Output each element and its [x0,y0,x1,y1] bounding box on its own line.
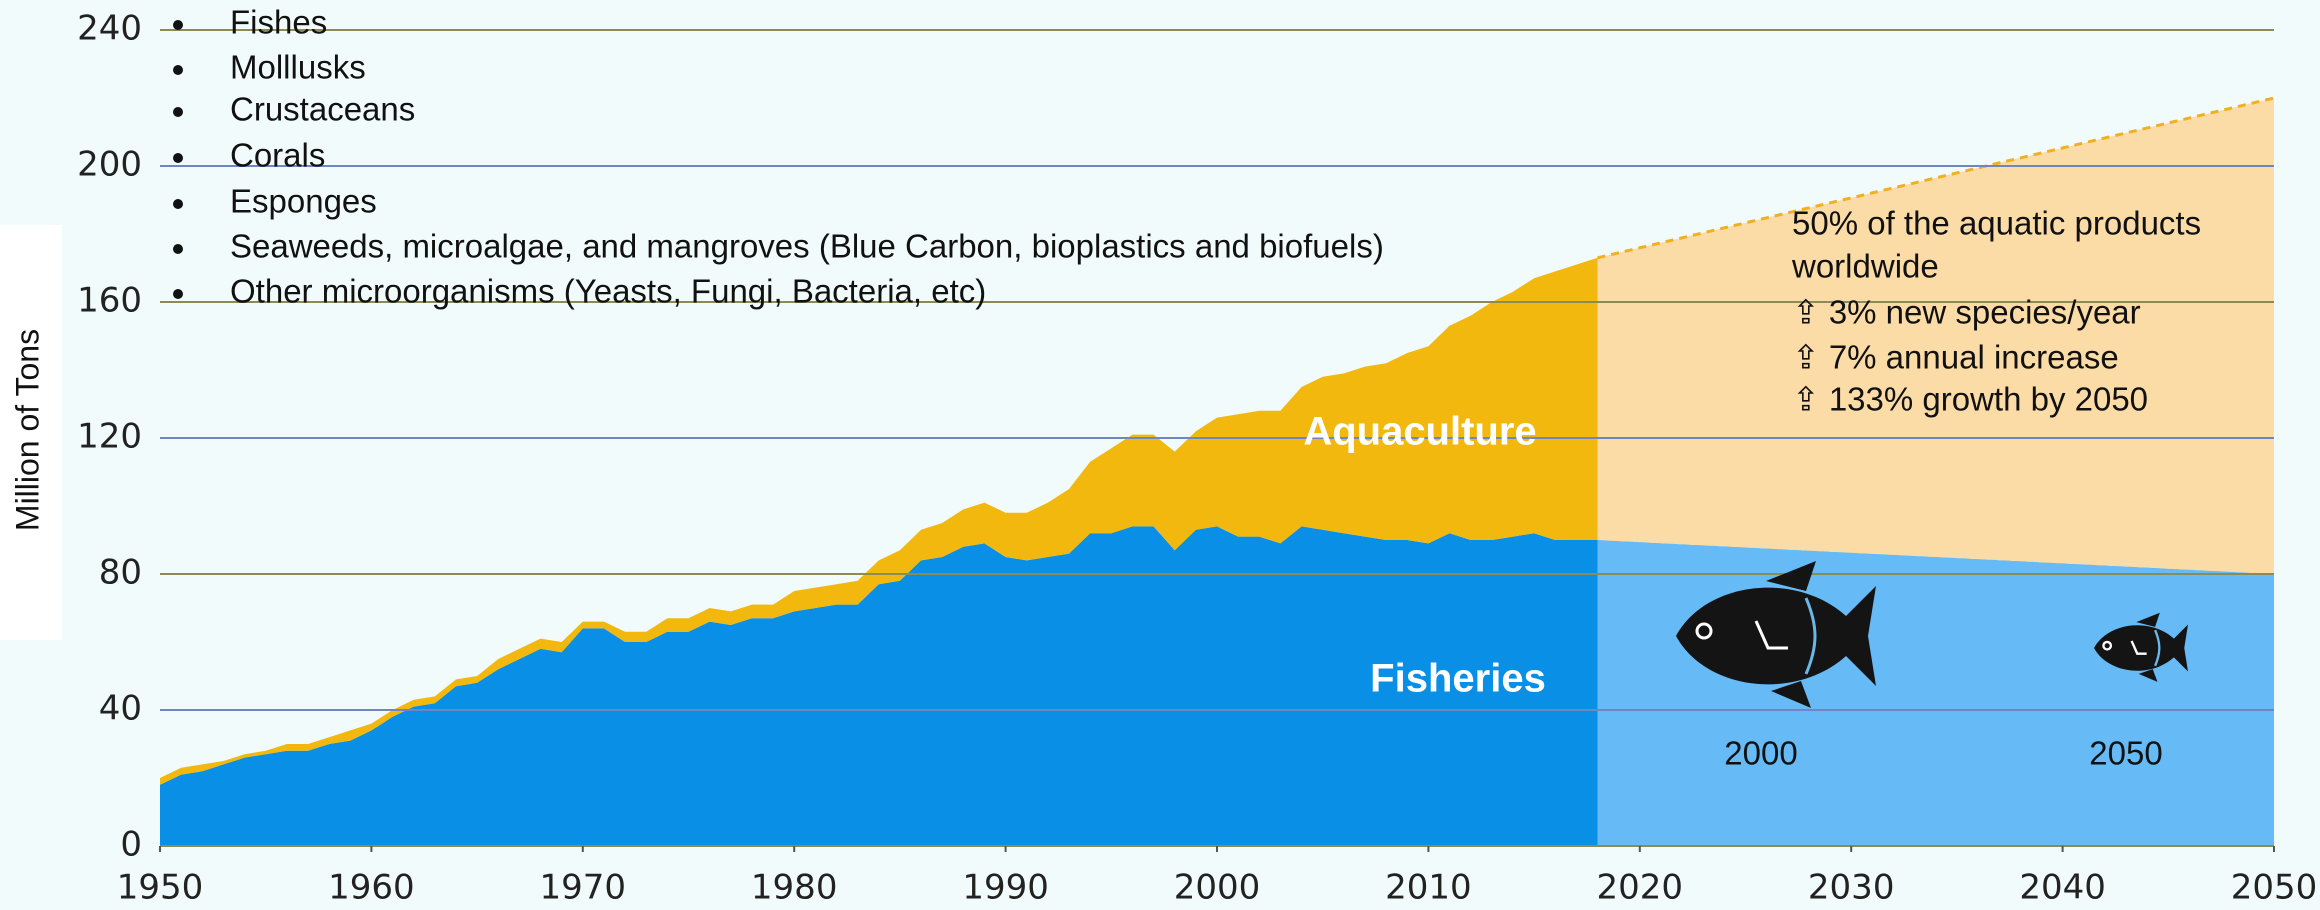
bullet-text: Seaweeds, microalgae, and mangroves (Blu… [230,228,1384,265]
series-label: Fisheries [1370,657,1546,701]
x-tick-label: 2000 [1174,868,1261,908]
bullet-dot [173,153,183,163]
y-tick-label: 240 [77,9,142,49]
x-tick-label: 2040 [2019,868,2106,908]
bullet-text: Corals [230,137,325,174]
bullet-dot [173,289,183,299]
y-tick-label: 40 [99,689,142,729]
bullet-dot [173,244,183,254]
bullet-dot [173,199,183,209]
fish-icon-small [2094,612,2188,682]
bullet-dot [173,107,183,117]
annotation-line: ⇪ 3% new species/year [1792,294,2141,331]
area [160,526,1598,846]
y-tick-label: 80 [99,553,142,593]
x-tick-label: 1980 [751,868,838,908]
bullet-text: Esponges [230,183,377,220]
icon-label: 2050 [2089,735,2162,772]
projection-line [1597,96,2275,260]
x-tick-label: 2050 [2231,868,2318,908]
y-tick-label: 200 [77,145,142,185]
plot-area: 0 40 80 120 160 200 240 1950 1960 1970 1980 1990 200… [77,9,2317,908]
bullet-dot [173,65,183,75]
x-tick-label: 2010 [1385,868,1472,908]
x-tick-label: 2030 [1808,868,1895,908]
x-tick-label: 1950 [117,868,204,908]
fish-icon-large [1676,561,1876,708]
x-tick-label: 1970 [540,868,627,908]
bullet-text: Fishes [230,4,327,41]
y-tick-label: 160 [77,281,142,321]
axis-label-backdrop [0,225,62,640]
bullet-text: Crustaceans [230,91,415,128]
annotation-line: worldwide [1791,248,1939,285]
overlay: Million of Tons Aquaculture Fisheries Fish… [0,4,2201,772]
projection-area [1597,540,2274,846]
annotation-line: 50% of the aquatic products [1792,205,2201,242]
y-tick-label: 0 [120,825,142,865]
bullet-text: Other microorganisms (Yeasts, Fungi, Bac… [230,273,986,310]
y-axis-label: Million of Tons [9,329,45,531]
x-tick-label: 2020 [1597,868,1684,908]
annotation-line: ⇪ 7% annual increase [1792,339,2119,376]
x-tick-label: 1990 [962,868,1049,908]
y-tick-label: 120 [77,417,142,457]
icon-label: 2000 [1724,735,1797,772]
projection-area [1597,98,2274,574]
bullet-text: Molllusks [230,49,366,86]
annotation-line: ⇪ 133% growth by 2050 [1792,381,2148,418]
series-label: Aquaculture [1303,410,1536,454]
bullet-dot [173,20,183,30]
area [160,257,1598,785]
x-tick-label: 1960 [328,868,415,908]
